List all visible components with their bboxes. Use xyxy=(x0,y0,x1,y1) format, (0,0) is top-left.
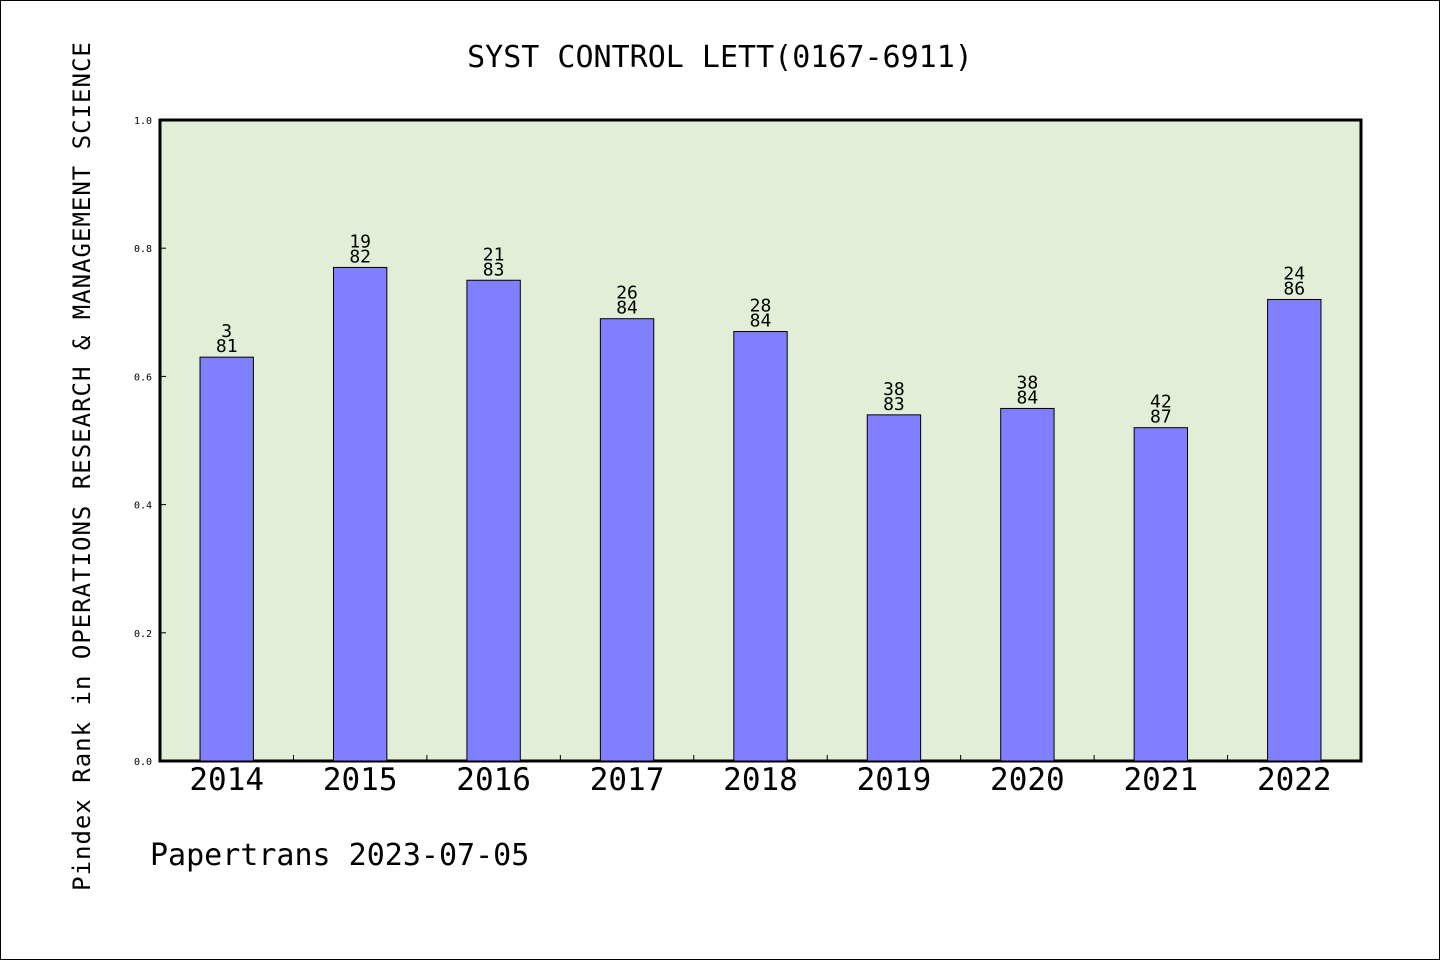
x-tick-label: 2017 xyxy=(590,762,665,798)
bar-label-rank: 42 xyxy=(1150,392,1172,413)
y-tick-label: 0.2 xyxy=(134,629,152,640)
bar-label-total: 86 xyxy=(1283,278,1305,299)
bar-series xyxy=(199,266,1322,762)
bar-label-total: 87 xyxy=(1150,407,1172,428)
x-tick-label: 2018 xyxy=(723,762,798,798)
chart-title: SYST CONTROL LETT(0167-6911) xyxy=(467,40,973,75)
x-tick-label: 2015 xyxy=(323,762,398,798)
bar-label-rank: 26 xyxy=(616,283,638,304)
bar xyxy=(599,318,655,762)
bar xyxy=(1000,407,1055,762)
x-axis: 2014 2015 2016 2017 2018 2019 2020 2021 2022 xyxy=(189,755,1332,798)
bar-label-rank: 19 xyxy=(349,231,371,252)
bar xyxy=(733,331,788,762)
bar-label-total: 84 xyxy=(1017,387,1039,408)
y-axis-label: Pindex Rank in OPERATIONS RESEARCH & MAN… xyxy=(68,41,96,891)
bar-label-rank: 38 xyxy=(883,379,905,400)
x-tick-label: 2016 xyxy=(456,762,531,798)
bar xyxy=(332,266,388,762)
y-tick-label: 0.6 xyxy=(134,372,152,383)
bar-label-total: 83 xyxy=(483,259,505,280)
y-tick-label: 0.8 xyxy=(134,244,152,255)
x-tick-label: 2020 xyxy=(990,762,1065,798)
x-tick-label: 2014 xyxy=(189,762,264,798)
bar-label-rank: 21 xyxy=(483,244,505,265)
y-tick-label: 1.0 xyxy=(134,116,152,127)
y-axis: 0.0 0.2 0.4 0.6 0.8 1.0 xyxy=(134,116,166,768)
bar-label-rank: 28 xyxy=(750,296,772,317)
bar-label-total: 84 xyxy=(616,298,638,319)
bar xyxy=(466,279,521,762)
x-tick-label: 2019 xyxy=(857,762,932,798)
bar xyxy=(199,356,254,762)
y-tick-label: 0.0 xyxy=(134,757,152,768)
bar xyxy=(1267,298,1322,762)
bar-label-rank: 3 xyxy=(221,321,232,342)
bar-label-total: 84 xyxy=(750,311,772,332)
y-tick-label: 0.4 xyxy=(134,501,152,512)
x-tick-label: 2021 xyxy=(1124,762,1199,798)
bar-label-rank: 24 xyxy=(1283,263,1305,284)
bar-label-rank: 38 xyxy=(1017,372,1039,393)
x-tick-label: 2022 xyxy=(1257,762,1332,798)
bar xyxy=(866,414,922,762)
bar xyxy=(1133,427,1189,762)
bar-label-total: 81 xyxy=(216,336,238,357)
bar-label-total: 82 xyxy=(349,246,371,267)
bar-label-total: 83 xyxy=(883,394,905,415)
footer-text: Papertrans 2023-07-05 xyxy=(150,838,529,873)
